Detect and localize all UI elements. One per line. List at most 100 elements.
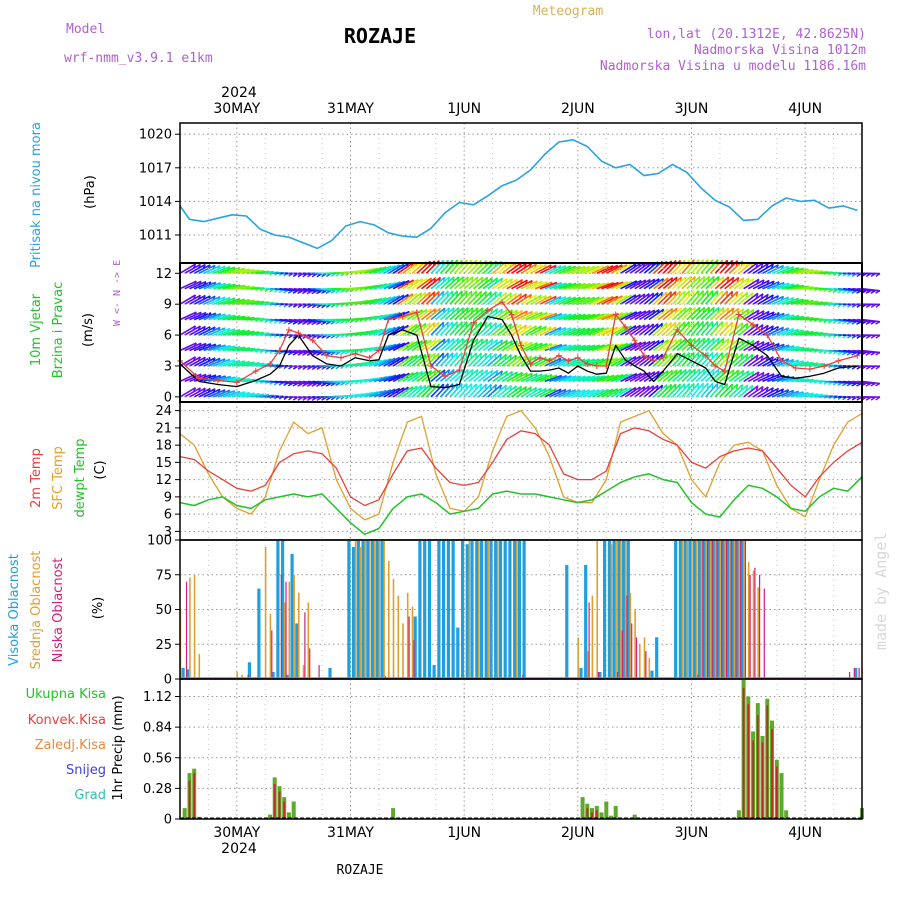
wind-barb [492, 353, 507, 367]
cloud-bar [643, 637, 646, 679]
wind-barb [477, 352, 492, 367]
gust-marker [792, 365, 799, 372]
wind-barb [771, 358, 789, 367]
wind-barb [397, 279, 414, 290]
wind-barb [577, 344, 596, 352]
wind-barb [558, 389, 576, 398]
cloud-bar [356, 540, 360, 679]
wind-barb-head [711, 352, 714, 358]
gust-marker [764, 332, 771, 339]
precip-total-bar [609, 815, 613, 819]
wind-barb [430, 307, 446, 321]
wind-barb [549, 296, 567, 305]
wind-barb [430, 276, 446, 290]
gust-marker [778, 357, 785, 364]
wind-barb-head [736, 277, 740, 283]
cloud-bar [354, 540, 357, 679]
precip-conv-bar [747, 704, 750, 819]
wind-barb [714, 290, 729, 305]
wind-barb [615, 387, 632, 398]
wind-barb [643, 353, 659, 367]
wind-barb-head [316, 352, 322, 356]
wind-barb [411, 308, 428, 321]
wind-barb-head [321, 304, 327, 309]
wind-barb-head [716, 352, 719, 358]
cloud-bar [730, 540, 735, 679]
wind-barb [568, 296, 586, 305]
cloud-bar [740, 540, 744, 679]
cloud-bar [678, 540, 682, 679]
wind-barb [861, 380, 880, 385]
cloud-bar [615, 540, 617, 679]
wind-barb [709, 382, 724, 398]
wind-barb [212, 327, 231, 336]
wind-barb [781, 359, 799, 367]
wind-barb [800, 393, 819, 398]
wind-barb [776, 327, 794, 336]
wind-barb [662, 307, 678, 321]
wind-barb-head [489, 291, 492, 297]
gust-marker [366, 354, 373, 361]
cloud-bar [716, 540, 720, 679]
wind-barb [463, 368, 479, 383]
wind-barb [496, 278, 513, 290]
wind-barb [747, 279, 765, 290]
wind-barb [771, 389, 789, 398]
wind-barb [714, 383, 729, 398]
wind-barb-head [735, 291, 739, 297]
gust-marker [484, 307, 491, 314]
wind-barb [667, 307, 683, 321]
wind-barb [444, 352, 458, 367]
cloud-bar [740, 540, 742, 679]
wind-barb-head [475, 369, 479, 375]
wind-barb [425, 290, 440, 305]
wind-barb-head [301, 383, 308, 387]
wind-barb [435, 276, 450, 290]
gust-marker [584, 360, 591, 367]
wind-barb [624, 341, 642, 352]
wind-barb [444, 290, 458, 305]
wind-barb-head [726, 338, 730, 344]
wind-barb-head [465, 383, 468, 389]
wind-barb-head [875, 351, 881, 356]
cloud-bar [247, 674, 249, 679]
wind-barb [738, 278, 755, 290]
wind-barb [544, 357, 562, 367]
cloud-bar [586, 651, 589, 679]
wind-barb [771, 296, 789, 305]
wind-barb [203, 374, 221, 383]
wind-barb [676, 290, 690, 305]
wind-barb [511, 386, 527, 398]
wind-barb [364, 390, 383, 398]
wind-barb-head [692, 383, 695, 389]
wind-barb [672, 368, 687, 383]
precip-bars [180, 676, 864, 820]
wind-barb-head [688, 290, 691, 296]
wind-barb [605, 295, 623, 305]
gust-marker [641, 352, 648, 359]
precip-total-bar [268, 814, 272, 819]
wind-barb [700, 351, 714, 367]
wind-barb-head [446, 383, 449, 389]
wind-barb [591, 265, 609, 275]
wind-barb [638, 371, 656, 383]
wind-barb [634, 385, 650, 398]
wind-barb [378, 357, 396, 367]
wind-barb [388, 342, 406, 352]
precip-total-bar [182, 808, 187, 819]
wind-barb-head [479, 291, 483, 297]
cloud-bar [721, 540, 725, 679]
wind-barb [553, 388, 572, 398]
wind-barb [544, 374, 562, 383]
cloud-bar [635, 637, 638, 679]
wind-barb [525, 373, 543, 383]
wind-barb [454, 321, 468, 336]
wind-barb [601, 326, 619, 336]
wind-barb [373, 327, 392, 336]
wind-barb-head [471, 307, 474, 313]
cloud-bar [707, 540, 711, 679]
wind-barb [208, 265, 226, 275]
wind-barb [383, 356, 400, 367]
wind-barb [582, 375, 601, 383]
